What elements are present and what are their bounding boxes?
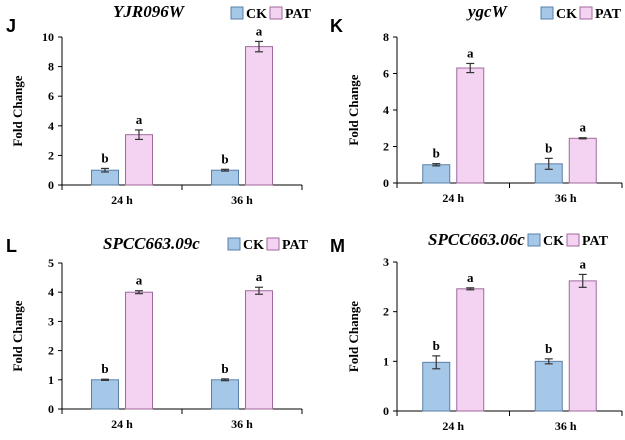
significance-label: a	[580, 256, 587, 271]
bar-pat-36h	[245, 46, 273, 186]
panel-letter: L	[6, 236, 17, 256]
y-tick-label: 3	[48, 314, 54, 328]
y-tick-label: 0	[48, 178, 54, 192]
significance-label: b	[101, 361, 108, 376]
legend-swatch-pat	[579, 6, 593, 20]
legend-label-pat: PAT	[285, 7, 312, 22]
bar-ck-24h	[91, 379, 119, 410]
significance-label: a	[580, 120, 587, 135]
x-tick-label: 24 h	[111, 417, 133, 431]
legend-swatch-ck	[227, 237, 241, 251]
y-axis-label: Fold Change	[10, 75, 25, 146]
x-tick-label: 36 h	[231, 417, 253, 431]
y-tick-label: 4	[48, 285, 54, 299]
bar-pat-36h	[568, 137, 597, 184]
significance-label: a	[256, 23, 263, 38]
legend-label-ck: CK	[543, 234, 564, 249]
bar-ck-24h	[422, 164, 451, 184]
chart-panel-j: J YJR096W CK PAT Fold Change 0 2 4 6 8 10 b a 24 h b a 3…	[6, 2, 312, 207]
chart-title: SPCC663.06c	[428, 230, 525, 249]
x-tick-label: 36 h	[555, 419, 577, 433]
x-tick-label: 24 h	[442, 191, 464, 205]
x-tick-label: 36 h	[555, 191, 577, 205]
legend-swatch-ck	[230, 6, 244, 20]
bar-pat-24h	[456, 67, 485, 184]
legend-label-ck: CK	[556, 7, 577, 22]
legend-swatch-ck	[540, 6, 554, 20]
x-tick-label: 24 h	[442, 419, 464, 433]
y-tick-label: 6	[383, 67, 389, 81]
y-tick-label: 1	[48, 373, 54, 387]
legend: CK PAT	[540, 6, 622, 22]
y-axis-label: Fold Change	[10, 300, 25, 371]
bar-ck-24h	[422, 361, 451, 412]
y-tick-label: 2	[383, 305, 389, 319]
y-tick-label: 2	[48, 148, 54, 162]
y-tick-label: 2	[48, 344, 54, 358]
significance-label: b	[545, 341, 552, 356]
bar-ck-36h	[534, 360, 563, 412]
y-tick-label: 0	[383, 404, 389, 418]
significance-label: b	[101, 150, 108, 165]
y-tick-label: 2	[383, 140, 389, 154]
y-tick-label: 1	[383, 354, 389, 368]
chart-title: YJR096W	[113, 2, 186, 21]
bar-pat-24h	[125, 134, 153, 186]
y-tick-label: 5	[48, 256, 54, 270]
legend-label-pat: PAT	[282, 238, 309, 253]
legend: CK PAT	[227, 237, 309, 253]
y-tick-label: 4	[48, 119, 54, 133]
chart-title: SPCC663.09c	[103, 234, 200, 253]
legend: CK PAT	[527, 233, 609, 249]
significance-label: a	[467, 270, 474, 285]
legend-label-pat: PAT	[595, 7, 622, 22]
y-tick-label: 4	[383, 103, 389, 117]
y-axis-label: Fold Change	[346, 301, 361, 372]
bar-pat-24h	[125, 291, 153, 410]
significance-label: b	[433, 338, 440, 353]
bar-pat-36h	[245, 290, 273, 410]
significance-label: b	[221, 361, 228, 376]
significance-label: a	[136, 273, 143, 288]
bar-ck-36h	[211, 379, 239, 410]
significance-label: a	[256, 269, 263, 284]
significance-label: b	[433, 146, 440, 161]
chart-title: ygcW	[466, 2, 509, 21]
y-axis-label: Fold Change	[346, 74, 361, 145]
bar-pat-24h	[456, 288, 485, 412]
y-tick-label: 6	[48, 89, 54, 103]
legend-label-pat: PAT	[582, 234, 609, 249]
panel-letter: J	[6, 16, 16, 36]
significance-label: b	[545, 140, 552, 155]
bar-pat-36h	[568, 280, 597, 412]
y-tick-label: 8	[48, 60, 54, 74]
y-tick-label: 3	[383, 255, 389, 269]
x-tick-label: 24 h	[111, 193, 133, 207]
y-tick-label: 0	[48, 402, 54, 416]
legend-swatch-pat	[266, 237, 280, 251]
y-tick-label: 10	[42, 30, 54, 44]
panel-letter: K	[330, 16, 343, 36]
x-tick-label: 36 h	[231, 193, 253, 207]
panel-letter: M	[330, 236, 345, 256]
chart-panel-m: M SPCC663.06c CK PAT Fold Change 0 1 2 3 b a 24 h b a…	[330, 230, 623, 433]
y-tick-label: 0	[383, 176, 389, 190]
bar-ck-36h	[211, 169, 239, 186]
legend-swatch-pat	[566, 233, 580, 247]
significance-label: a	[136, 112, 143, 127]
significance-label: b	[221, 151, 228, 166]
significance-label: a	[467, 45, 474, 60]
legend-label-ck: CK	[243, 238, 264, 253]
y-tick-label: 8	[383, 30, 389, 44]
legend-swatch-pat	[269, 6, 283, 20]
legend-swatch-ck	[527, 233, 541, 247]
chart-panel-l: L SPCC663.09c CK PAT Fold Change 0 1 2 3 4 5 b a 24 h…	[6, 234, 309, 431]
legend: CK PAT	[230, 6, 312, 22]
legend-label-ck: CK	[246, 7, 267, 22]
